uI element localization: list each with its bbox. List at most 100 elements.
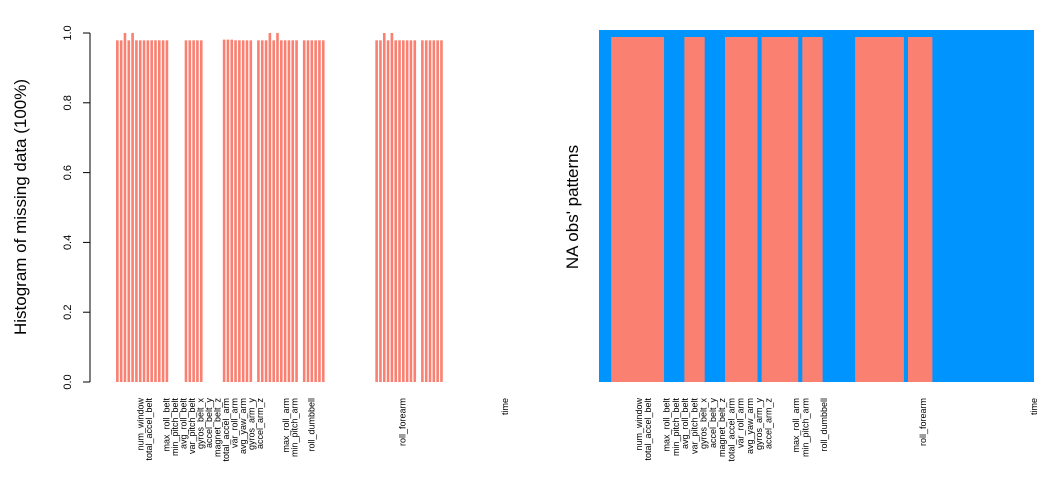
histogram-bar [142,40,146,382]
histogram-bar [436,40,439,382]
pattern-x-label-var-roll-arm: var_roll_arm [736,398,746,448]
histogram-x-label-time: time [500,398,510,415]
histogram-x-label-total-accel-belt: total_accel_belt [144,398,154,461]
pattern-x-label-num-window: num_window [634,398,644,451]
histogram-bar [287,40,291,382]
histogram-bar [119,40,123,382]
histogram-bar [314,40,317,382]
histogram-bar [245,40,249,382]
histogram-bar [154,40,157,382]
histogram-bar [382,33,386,382]
histogram-bar [135,40,138,382]
histogram-bar [257,40,260,382]
pattern-x-label-avg-roll-belt: avg_roll_belt [680,398,690,450]
histogram-bar [196,40,199,382]
histogram-bar [390,33,394,382]
histogram-y-axis-title: Histogram of missing data (100%) [11,79,30,335]
pattern-x-label-roll-forearm: roll_forearm [918,398,928,446]
pattern-x-label-gyros-belt-x: gyros_belt_x [699,398,709,450]
pattern-x-label-min-pitch-arm: min_pitch_arm [800,398,810,457]
histogram-bar [116,40,119,382]
histogram-bar [398,40,401,382]
histogram-bar [375,40,378,382]
histogram-y-tick-label: 0.8 [62,95,74,110]
histogram-bar [161,40,165,382]
histogram-bar [150,40,153,382]
histogram-bar [264,40,268,382]
histogram-x-label-gyros-belt-x: gyros_belt_x [195,398,205,450]
histogram-bar [165,40,169,382]
histogram-bar [402,40,405,382]
histogram-x-label-var-pitch-belt: var_pitch_belt [187,398,197,455]
pattern-x-label-max-roll-belt: max_roll_belt [662,398,672,452]
na-pattern-panel: NA obs' patterns num_window total_accel_b… [563,30,1039,462]
histogram-bar [394,40,398,382]
histogram-bar [268,33,272,382]
pattern-grid [599,30,1034,382]
histogram-bar [318,40,321,382]
histogram-x-label-roll-dumbbell: roll_dumbbell [306,398,316,452]
histogram-bar [306,40,310,382]
histogram-bar [238,40,241,382]
pattern-x-label-accel-belt-y: accel_belt_y [708,398,718,449]
histogram-bar [409,40,413,382]
histogram-bars [116,33,443,382]
histogram-x-label-gyros-arm-y: gyros_arm_y [247,398,257,451]
histogram-x-label-max-roll-belt: max_roll_belt [161,398,171,452]
histogram-bar [222,39,226,382]
histogram-bar [386,40,390,382]
histogram-bar [280,40,283,382]
histogram-x-label-min-pitch-belt: min_pitch_belt [170,398,180,457]
histogram-bar [241,40,245,382]
histogram-bar [249,40,253,382]
histogram-bar [272,40,275,382]
histogram-x-label-num-window: num_window [136,398,146,451]
histogram-x-label-max-roll-arm: max_roll_arm [281,398,291,453]
histogram-bar [226,39,230,382]
histogram-bar [421,40,424,382]
histogram-bar [405,40,409,382]
histogram-bar [283,40,287,382]
histogram-bar [234,40,237,382]
histogram-y-tick-label: 1.0 [62,25,74,40]
pattern-missing-block [855,37,904,382]
histogram-y-ticks: 0.0 0.2 0.4 0.6 0.8 1.0 [62,25,90,390]
pattern-missing-block [725,37,758,382]
histogram-bar [295,40,298,382]
histogram-y-tick-label: 0.0 [62,374,74,389]
histogram-x-label-min-pitch-arm: min_pitch_arm [289,398,299,457]
pattern-missing-block [611,37,665,382]
histogram-y-tick-label: 0.6 [62,165,74,180]
histogram-bar [424,40,428,382]
pattern-x-label-gyros-arm-y: gyros_arm_y [754,398,764,451]
histogram-x-label-avg-roll-belt: avg_roll_belt [178,398,188,450]
histogram-bar [440,40,443,382]
pattern-x-label-time: time [1029,398,1039,415]
histogram-bar [192,40,195,382]
histogram-bar [184,40,188,382]
histogram-bar [199,40,203,382]
pattern-x-label-roll-dumbbell: roll_dumbbell [819,398,829,452]
histogram-bar [379,40,382,382]
pattern-y-axis-title: NA obs' patterns [563,145,582,269]
histogram-bar [321,40,325,382]
histogram-bar [310,40,314,382]
pattern-x-label-magnet-belt-z: magnet_belt_z [717,398,727,458]
histogram-bar [428,40,432,382]
histogram-x-label-accel-arm-z: accel_arm_z [255,398,265,450]
pattern-x-label-max-roll-arm: max_roll_arm [791,398,801,453]
histogram-x-label-total-accel-arm: total_accel_arm [221,398,231,462]
histogram-bar [291,40,295,382]
histogram-bar [127,40,131,382]
histogram-bar [413,40,417,382]
histogram-y-tick-label: 0.4 [62,235,74,250]
pattern-x-label-accel-arm-z: accel_arm_z [763,398,773,450]
pattern-missing-block [761,37,799,382]
histogram-bar [260,40,264,382]
histogram-bar [157,40,161,382]
pattern-x-label-total-accel-belt: total_accel_belt [643,398,653,461]
histogram-bar [230,39,234,382]
pattern-x-tick-labels: num_window total_accel_belt max_roll_belt m… [634,398,1039,462]
